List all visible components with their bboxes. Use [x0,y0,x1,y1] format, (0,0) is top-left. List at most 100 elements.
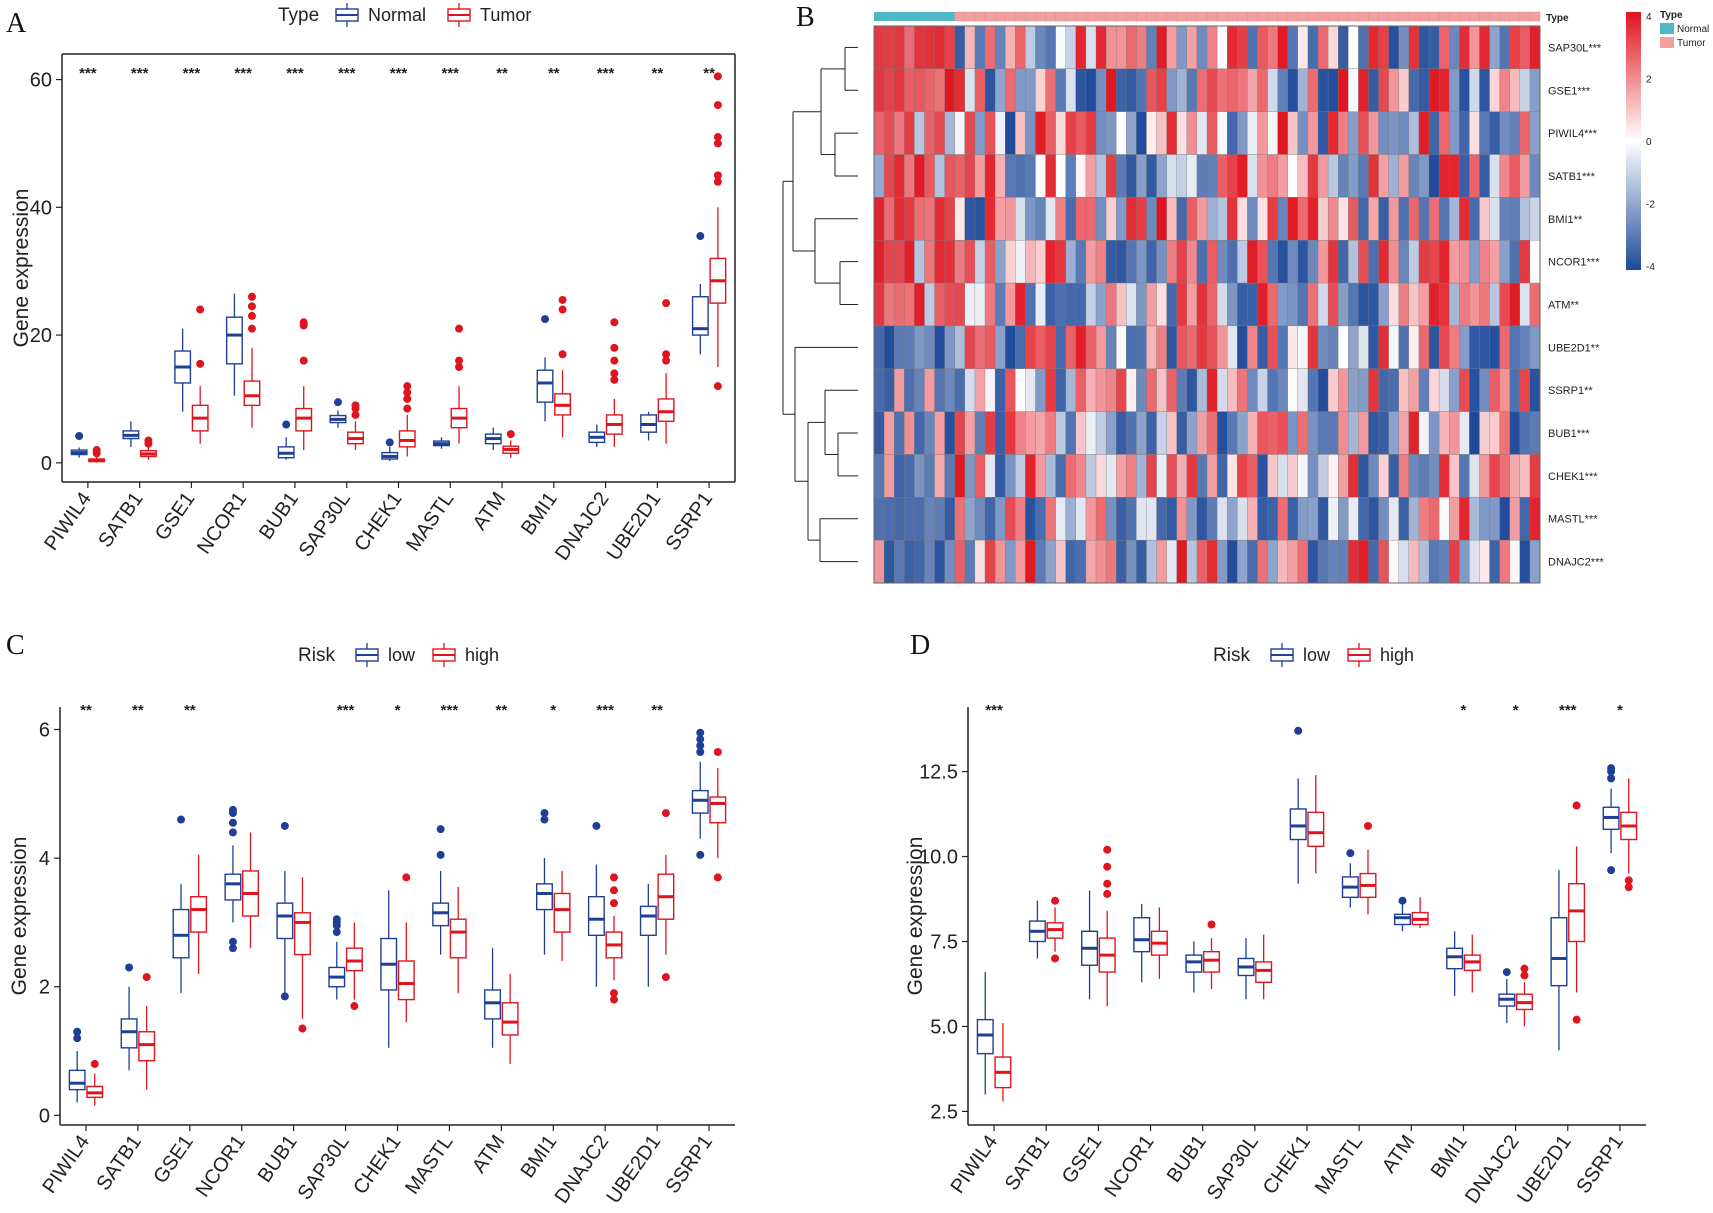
heatmap-cell [1105,539,1117,584]
annotation-tumor-cell [1257,11,1268,22]
heatmap-cell [1035,25,1047,70]
heatmap-cell [1065,111,1077,155]
significance-label: *** [286,65,304,82]
heatmap-cell [1388,240,1400,284]
annotation-tumor-cell [1277,11,1288,22]
heatmap-cell [964,68,976,112]
outlier-point [540,809,549,818]
annotation-tumor-cell [1408,11,1420,22]
heatmap-cell [1479,497,1491,541]
heatmap-cell [1126,325,1137,369]
outlier-point [247,302,256,311]
outlier-point [696,232,705,241]
significance-label: *** [597,65,615,82]
heatmap-cell [904,325,915,369]
heatmap-cell [1469,325,1480,369]
heatmap-cell [1015,111,1026,155]
annotation-tumor-cell [1226,11,1238,22]
outlier-point [455,356,464,365]
heatmap-cell [1317,282,1329,327]
box-low [1446,947,1464,970]
heatmap-cell [1237,25,1248,70]
outlier-point [1607,774,1616,783]
heatmap-cell [1005,454,1016,498]
box-high [345,947,363,972]
outlier-point [609,989,618,998]
heatmap-cell [1338,68,1349,112]
heatmap-cell [994,197,1006,241]
heatmap-cell [1257,325,1269,369]
annotation-tumor-cell [1499,11,1510,22]
outlier-point [610,369,619,378]
heatmap-cell [1267,111,1279,155]
heatmap-cell [954,154,966,198]
y-tick-label: 0 [39,1105,50,1127]
heatmap-cell [1075,197,1087,241]
box-high [190,896,208,933]
heatmap-cell [1449,454,1460,498]
annotation-tumor-cell [964,11,976,22]
y-tick-label: 2.5 [930,1101,958,1123]
heatmap-cell [1085,282,1097,327]
colorbar [1626,12,1641,270]
heatmap-cell [1116,282,1127,327]
heatmap-cell [904,368,915,412]
box-low [639,905,657,936]
heatmap-cell [1469,25,1480,70]
heatmap-cell [1237,282,1248,327]
heatmap-cell [1489,282,1501,327]
heatmap-cell [1428,68,1440,112]
annotation-tumor-cell [1287,11,1299,22]
heatmap-cell [1035,197,1047,241]
heatmap-cell [914,25,925,70]
heatmap-cell [1247,325,1258,369]
heatmap-cell [1428,325,1440,369]
heatmap-cell [1075,240,1087,284]
heatmap-cell [1317,325,1329,369]
heatmap-cell [1176,68,1188,112]
heatmap-cell [883,197,895,241]
heatmap-cell [1136,154,1147,198]
box-tumor [295,407,313,432]
heatmap-cell [1227,497,1238,541]
heatmap-cell [883,154,895,198]
heatmap-cell [1176,240,1188,284]
outlier-point [661,973,670,982]
heatmap-cell [1237,368,1248,412]
x-tick-label: BMI1 [517,488,562,539]
heatmap-cell [944,454,956,498]
x-tick-label: SAP30L [1203,1131,1263,1204]
heatmap-cell [1045,497,1057,541]
heatmap-cell [1045,68,1057,112]
heatmap-cell [1479,539,1491,584]
heatmap-cell [1095,497,1107,541]
heatmap-cell [1277,411,1289,455]
heatmap-cell [1186,497,1198,541]
heatmap-cell [1428,539,1440,584]
heatmap-cell [1105,154,1117,198]
heatmap-cell [1166,197,1178,241]
heatmap-cell [1277,197,1289,241]
heatmap-cell [904,454,915,498]
heatmap-cell [1348,368,1359,412]
heatmap-cell [1146,68,1158,112]
heatmap-cell [964,282,976,327]
annotation-tumor-cell [1509,11,1521,22]
significance-label: * [1513,702,1519,719]
heatmap-cell [1378,539,1390,584]
heatmap-cell [1307,197,1319,241]
heatmap-cell [984,282,996,327]
outlier-point [1103,845,1112,854]
heatmap-cell [994,539,1006,584]
box-tumor [243,380,261,407]
heatmap-cell [1449,325,1460,369]
heatmap-cell [1156,454,1168,498]
legend-label: high [465,645,499,665]
heatmap-cell [1388,539,1400,584]
heatmap-cell [1105,454,1117,498]
heatmap-cell [1247,25,1258,70]
heatmap-cell [1338,25,1349,70]
heatmap-cell [1136,411,1147,455]
heatmap-cell [1206,154,1218,198]
heatmap-cell [1227,197,1238,241]
